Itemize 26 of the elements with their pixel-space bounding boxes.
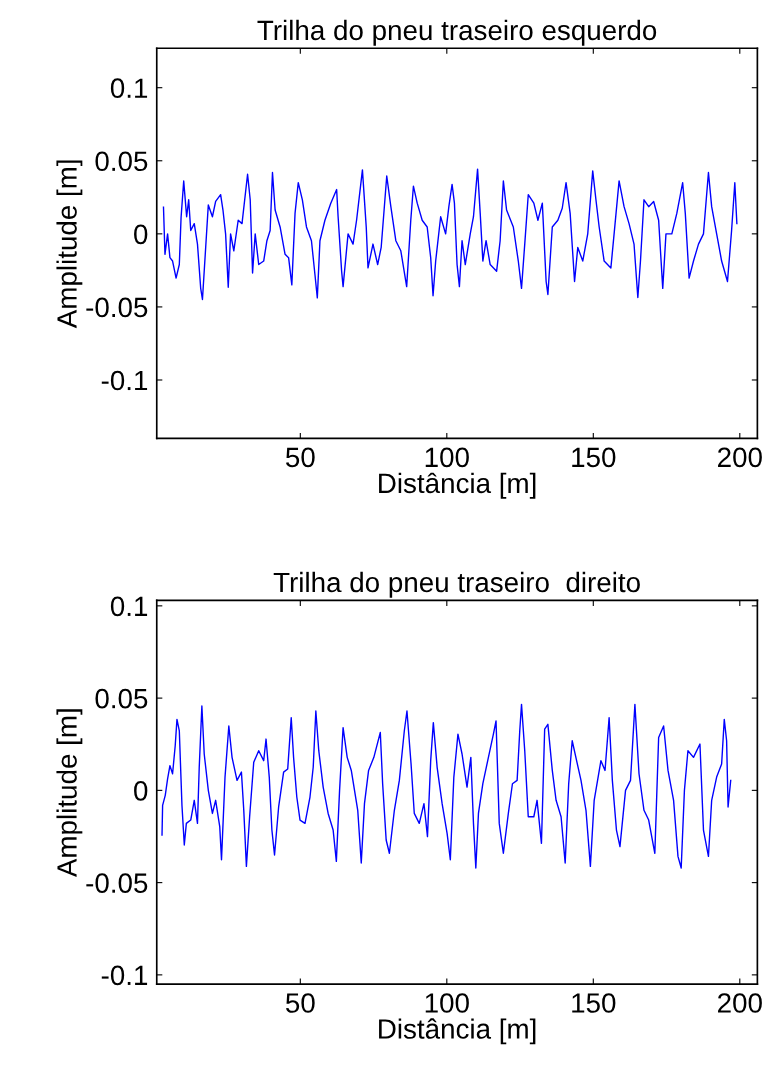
line-series bbox=[162, 168, 738, 301]
chart-title: Trilha do pneu traseiro esquerdo bbox=[257, 19, 657, 46]
x-tick-label: 200 bbox=[718, 993, 762, 1013]
x-tick-label: 150 bbox=[572, 993, 616, 1013]
y-tick-label: 0.05 bbox=[95, 688, 148, 709]
y-tick-label: 0 bbox=[134, 224, 148, 245]
x-tick-label: 100 bbox=[425, 447, 469, 468]
x-tick-label: 200 bbox=[718, 447, 762, 468]
y-tick-label: -0.1 bbox=[101, 965, 148, 986]
x-axis-title: Distância [m] bbox=[379, 1018, 536, 1045]
y-tick-label: -0.05 bbox=[86, 873, 148, 893]
x-tick-label: 50 bbox=[285, 447, 315, 468]
y-tick-label: 0.05 bbox=[95, 151, 148, 172]
y-axis-title: Amplitude [m] bbox=[56, 709, 83, 878]
x-tick-label: 100 bbox=[425, 993, 469, 1013]
y-axis-title: Amplitude [m] bbox=[56, 160, 83, 329]
y-tick-label: 0.1 bbox=[110, 78, 148, 99]
x-tick-label: 50 bbox=[285, 993, 315, 1013]
y-tick-label: 0 bbox=[134, 781, 148, 801]
chart-title: Trilha do pneu traseiro direito bbox=[273, 571, 640, 598]
y-tick-label: -0.05 bbox=[86, 297, 148, 318]
y-tick-label: -0.1 bbox=[101, 370, 148, 391]
y-tick-label: 0.1 bbox=[110, 596, 148, 617]
x-tick-label: 150 bbox=[572, 447, 616, 468]
x-axis-title: Distância [m] bbox=[379, 472, 536, 499]
line-series bbox=[161, 703, 732, 869]
